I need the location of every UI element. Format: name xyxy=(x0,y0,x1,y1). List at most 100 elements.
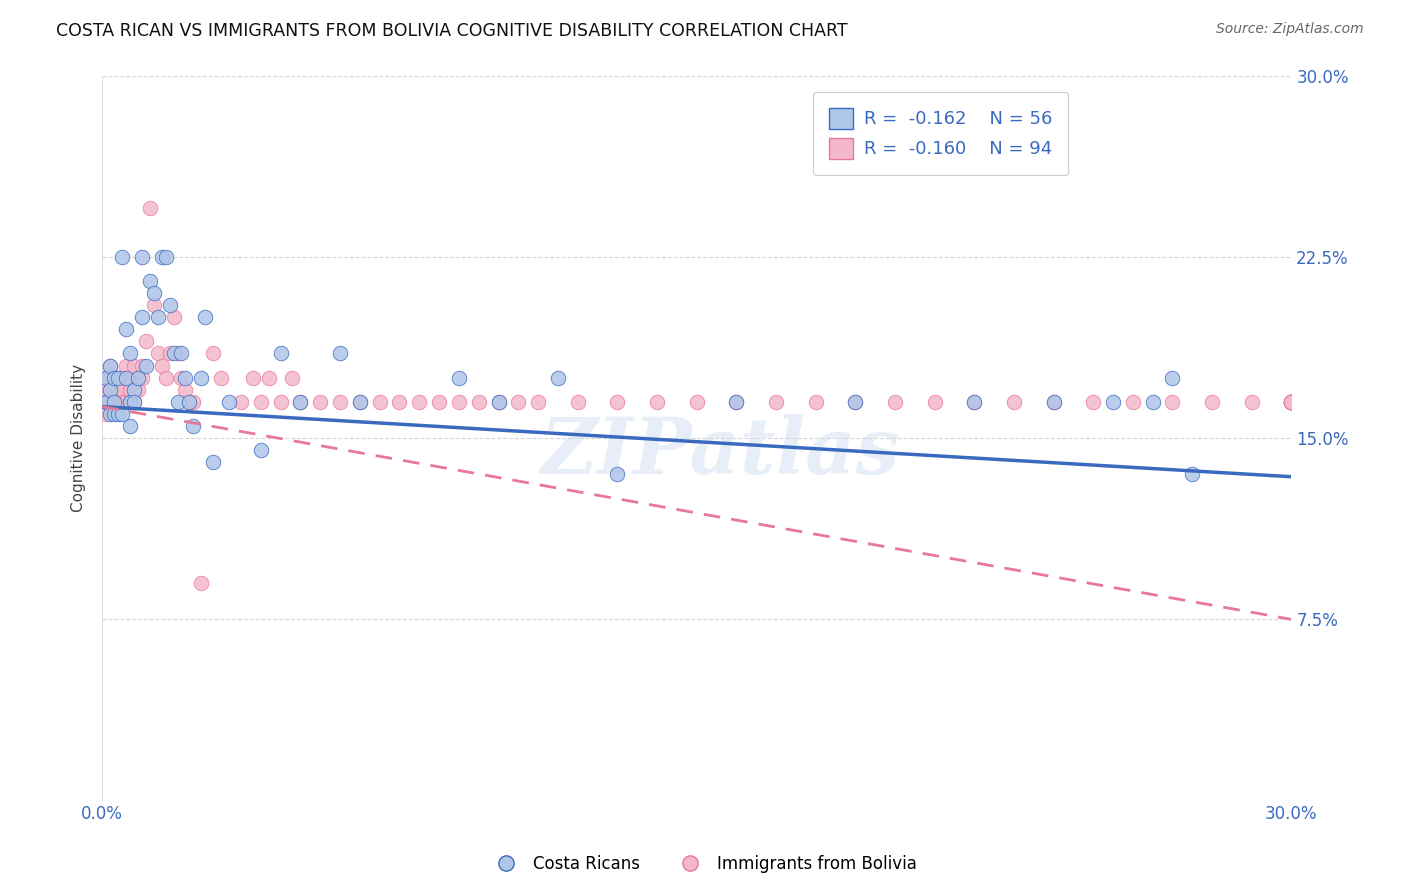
Point xyxy=(1279,394,1302,409)
Point xyxy=(107,383,129,397)
Point xyxy=(508,394,530,409)
Point xyxy=(118,383,141,397)
Point xyxy=(146,310,169,325)
Point xyxy=(174,370,197,384)
Point xyxy=(1240,394,1263,409)
Point xyxy=(249,443,271,458)
Point xyxy=(209,370,232,384)
Point xyxy=(98,407,121,421)
Point xyxy=(111,383,134,397)
Point xyxy=(468,394,491,409)
Point xyxy=(229,394,252,409)
Point xyxy=(107,407,129,421)
Point xyxy=(527,394,550,409)
Point xyxy=(96,394,118,409)
Point xyxy=(111,394,134,409)
Point xyxy=(1102,394,1125,409)
Point xyxy=(1142,394,1164,409)
Point xyxy=(765,394,787,409)
Point xyxy=(98,359,121,373)
Point xyxy=(1279,394,1302,409)
Point xyxy=(103,370,125,384)
Y-axis label: Cognitive Disability: Cognitive Disability xyxy=(72,364,86,512)
Point xyxy=(118,394,141,409)
Point xyxy=(115,370,138,384)
Point xyxy=(98,359,121,373)
Point xyxy=(111,394,134,409)
Point xyxy=(1161,370,1184,384)
Point xyxy=(368,394,391,409)
Point xyxy=(103,407,125,421)
Point xyxy=(202,455,225,469)
Point xyxy=(155,250,177,264)
Point xyxy=(179,394,201,409)
Point xyxy=(567,394,589,409)
Point xyxy=(118,346,141,360)
Point xyxy=(98,370,121,384)
Point xyxy=(118,419,141,434)
Point xyxy=(98,383,121,397)
Point xyxy=(488,394,510,409)
Point xyxy=(139,202,162,216)
Point xyxy=(170,370,193,384)
Point xyxy=(290,394,312,409)
Point xyxy=(103,383,125,397)
Text: ZIPatlas: ZIPatlas xyxy=(541,414,900,491)
Point xyxy=(725,394,748,409)
Point xyxy=(107,394,129,409)
Point xyxy=(1279,394,1302,409)
Point xyxy=(155,370,177,384)
Point xyxy=(1042,394,1064,409)
Point xyxy=(135,359,157,373)
Point xyxy=(388,394,411,409)
Point xyxy=(159,298,181,312)
Point xyxy=(96,383,118,397)
Point xyxy=(131,370,153,384)
Point xyxy=(150,359,173,373)
Point xyxy=(218,394,240,409)
Point xyxy=(725,394,748,409)
Point xyxy=(122,394,145,409)
Point xyxy=(408,394,430,409)
Point xyxy=(131,250,153,264)
Point xyxy=(98,394,121,409)
Point xyxy=(159,346,181,360)
Point xyxy=(150,250,173,264)
Point xyxy=(1161,394,1184,409)
Point xyxy=(96,407,118,421)
Point xyxy=(1181,467,1204,482)
Point xyxy=(118,394,141,409)
Point xyxy=(135,334,157,349)
Point xyxy=(131,310,153,325)
Point xyxy=(329,394,352,409)
Point xyxy=(1279,394,1302,409)
Point xyxy=(606,394,628,409)
Point xyxy=(162,346,184,360)
Point xyxy=(963,394,986,409)
Point xyxy=(447,394,470,409)
Point xyxy=(281,370,304,384)
Point xyxy=(179,394,201,409)
Point xyxy=(242,370,264,384)
Point xyxy=(1279,394,1302,409)
Point xyxy=(142,286,165,301)
Point xyxy=(111,407,134,421)
Point xyxy=(96,370,118,384)
Point xyxy=(194,310,217,325)
Point xyxy=(686,394,709,409)
Point xyxy=(606,467,628,482)
Point xyxy=(127,370,149,384)
Point xyxy=(349,394,371,409)
Point xyxy=(122,359,145,373)
Point xyxy=(844,394,866,409)
Point xyxy=(190,370,212,384)
Point xyxy=(107,370,129,384)
Point xyxy=(1042,394,1064,409)
Point xyxy=(146,346,169,360)
Point xyxy=(1201,394,1223,409)
Point xyxy=(804,394,827,409)
Point xyxy=(103,394,125,409)
Point xyxy=(183,394,205,409)
Point xyxy=(447,370,470,384)
Point xyxy=(1002,394,1025,409)
